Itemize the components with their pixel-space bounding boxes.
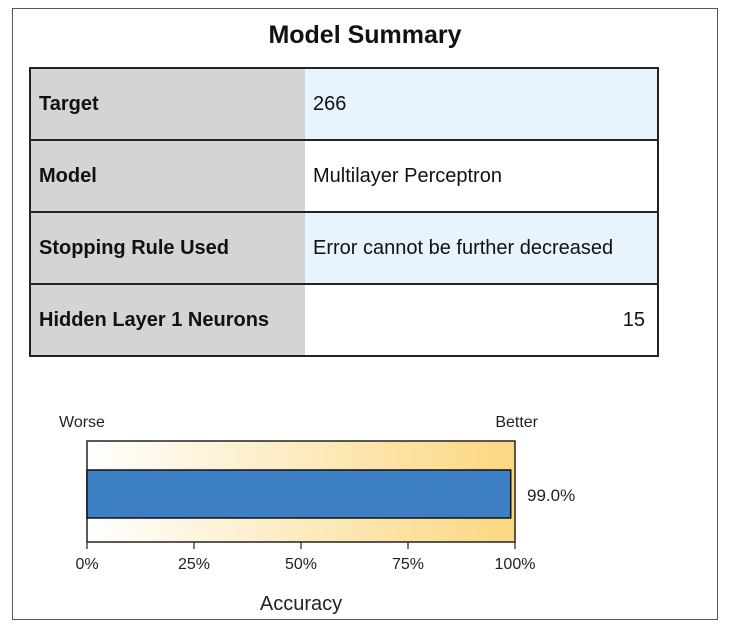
row-value-target: 266	[305, 67, 658, 141]
table-row: Model Multilayer Perceptron	[30, 139, 658, 213]
x-tick-label: 75%	[392, 556, 424, 573]
x-axis-ticks: 0% 25% 50% 75% 100%	[75, 542, 535, 573]
table-row: Stopping Rule Used Error cannot be furth…	[30, 211, 658, 285]
summary-table: Target 266 Model Multilayer Perceptron S…	[29, 67, 659, 357]
scale-right-label: Better	[495, 414, 538, 431]
row-label-model: Model	[30, 139, 305, 213]
scale-left-label: Worse	[59, 414, 105, 431]
accuracy-bar	[86, 469, 512, 519]
x-axis-label: Accuracy	[260, 593, 342, 615]
x-tick-label: 50%	[285, 556, 317, 573]
row-value-hidden-neurons: 15	[305, 283, 658, 357]
page-title: Model Summary	[268, 21, 462, 49]
x-tick-label: 100%	[495, 556, 536, 573]
row-value-model: Multilayer Perceptron	[305, 139, 658, 213]
table-row: Target 266	[30, 67, 658, 141]
x-tick-label: 25%	[178, 556, 210, 573]
row-value-stopping-rule: Error cannot be further decreased	[305, 211, 658, 285]
row-label-hidden-neurons: Hidden Layer 1 Neurons	[30, 283, 305, 357]
accuracy-value-label: 99.0%	[527, 486, 575, 505]
x-tick-label: 0%	[75, 556, 98, 573]
accuracy-chart: Worse Better 99.0% 0% 25% 50% 75% 100% Accur…	[59, 414, 575, 615]
row-label-target: Target	[30, 67, 305, 141]
model-summary-panel: Model Summary Target 266 Model Multilaye…	[12, 8, 718, 620]
table-row: Hidden Layer 1 Neurons 15	[30, 283, 658, 357]
row-label-stopping-rule: Stopping Rule Used	[30, 211, 305, 285]
